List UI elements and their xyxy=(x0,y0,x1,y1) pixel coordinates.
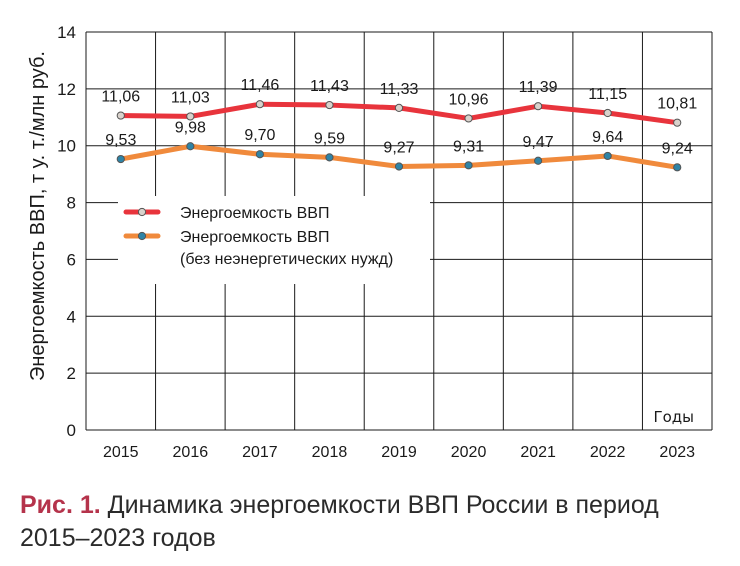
y-tick-label: 6 xyxy=(67,250,76,269)
y-tick-label: 14 xyxy=(57,23,76,42)
data-label: 9,47 xyxy=(523,134,554,151)
legend-label: (без неэнергетических нужд) xyxy=(180,251,393,268)
data-label: 11,46 xyxy=(240,77,279,94)
x-tick-label: 2018 xyxy=(312,444,348,461)
line-chart: 0 2 4 6 8 10 12 14 2015 2016 2017 2018 2019 2020 2021 2… xyxy=(27,23,713,461)
data-point xyxy=(534,156,543,165)
data-label: 9,24 xyxy=(662,140,693,157)
data-label: 9,70 xyxy=(244,127,275,144)
chart-axes: 0 2 4 6 8 10 12 14 2015 2016 2017 2018 2019 2020 2021 2… xyxy=(57,23,695,461)
data-point xyxy=(394,162,404,171)
data-label: 11,15 xyxy=(588,86,627,103)
figure-caption: Рис. 1. Динамика энергоемкости ВВП Росси… xyxy=(20,489,732,555)
x-tick-label: 2022 xyxy=(590,444,626,461)
y-tick-label: 4 xyxy=(67,307,76,326)
data-label: 9,64 xyxy=(592,129,623,146)
figure-caption-text: Динамика энергоемкости ВВП России в пери… xyxy=(20,491,659,552)
legend-swatch-marker xyxy=(137,207,147,217)
data-point xyxy=(255,100,264,109)
y-tick-label: 8 xyxy=(67,194,76,213)
data-label: 11,33 xyxy=(380,81,419,98)
data-point xyxy=(464,114,473,123)
data-point xyxy=(673,118,682,127)
data-point xyxy=(325,100,334,110)
y-tick-label: 2 xyxy=(67,364,76,383)
data-label: 9,59 xyxy=(314,130,345,147)
legend-background xyxy=(118,196,430,284)
legend-label: Энергоемкость ВВП xyxy=(180,205,329,222)
y-tick-label: 0 xyxy=(67,421,76,440)
data-point xyxy=(116,154,125,164)
data-label: 10,96 xyxy=(449,91,489,108)
chart-legend: Энергоемкость ВВП Энергоемкость ВВП (без н… xyxy=(123,205,393,268)
data-point xyxy=(464,161,473,170)
y-tick-label: 12 xyxy=(57,80,76,99)
data-label: 11,03 xyxy=(171,89,210,106)
data-label: 9,31 xyxy=(453,138,484,155)
y-axis-label: Энергоемкость ВВП, т у. т./млн руб. xyxy=(27,51,49,381)
x-tick-label: 2021 xyxy=(520,444,556,461)
x-axis-label: Годы xyxy=(653,408,694,426)
data-label: 11,06 xyxy=(101,89,140,106)
data-point xyxy=(603,108,612,118)
data-point xyxy=(394,103,404,113)
data-point xyxy=(186,112,195,121)
data-label: 9,98 xyxy=(175,119,206,136)
data-point xyxy=(534,102,543,111)
legend-label: Энергоемкость ВВП xyxy=(180,229,329,246)
data-label: 9,53 xyxy=(105,132,136,149)
data-label: 10,81 xyxy=(657,96,697,113)
legend-swatch-marker xyxy=(137,231,147,241)
data-point xyxy=(186,142,195,151)
x-tick-label: 2015 xyxy=(103,444,139,461)
data-label: 11,39 xyxy=(519,79,558,96)
figure-label: Рис. 1. xyxy=(20,491,101,519)
data-point xyxy=(325,153,334,162)
y-tick-label: 10 xyxy=(57,137,76,156)
x-tick-label: 2016 xyxy=(173,444,209,461)
data-point xyxy=(673,163,682,172)
data-label: 11,43 xyxy=(310,78,349,95)
data-point xyxy=(116,111,125,120)
x-tick-label: 2020 xyxy=(451,444,487,461)
data-point xyxy=(255,150,264,159)
x-tick-label: 2019 xyxy=(381,444,417,461)
chart-series: 11,06 11,03 11,46 11,43 11,33 10,96 11,39 11,15… xyxy=(101,77,697,172)
x-tick-label: 2023 xyxy=(659,444,695,461)
x-tick-label: 2017 xyxy=(242,444,278,461)
data-point xyxy=(603,151,612,161)
data-label: 9,27 xyxy=(383,139,414,156)
